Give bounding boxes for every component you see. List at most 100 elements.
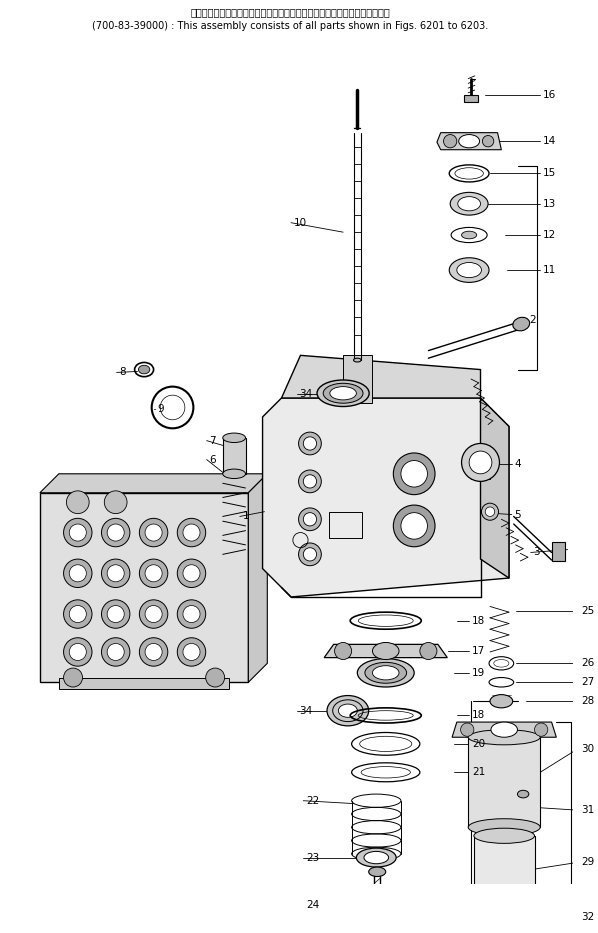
- Text: 18: 18: [472, 616, 485, 626]
- Polygon shape: [40, 474, 267, 493]
- Circle shape: [63, 600, 92, 628]
- Text: 17: 17: [472, 646, 485, 656]
- Ellipse shape: [327, 695, 369, 726]
- Circle shape: [145, 644, 162, 661]
- Ellipse shape: [365, 662, 407, 683]
- Text: 24: 24: [306, 900, 319, 910]
- Circle shape: [177, 559, 206, 588]
- Text: 20: 20: [472, 739, 485, 749]
- Text: 34: 34: [300, 389, 313, 399]
- Ellipse shape: [338, 704, 358, 717]
- Text: 26: 26: [581, 659, 594, 668]
- Circle shape: [183, 524, 200, 541]
- Circle shape: [63, 519, 92, 547]
- Circle shape: [481, 503, 499, 521]
- Ellipse shape: [323, 383, 363, 403]
- Bar: [223, 438, 246, 474]
- Ellipse shape: [450, 192, 488, 216]
- Text: 14: 14: [543, 136, 556, 146]
- Circle shape: [303, 437, 316, 450]
- Circle shape: [63, 638, 92, 666]
- Circle shape: [177, 519, 206, 547]
- Ellipse shape: [468, 730, 540, 745]
- Ellipse shape: [462, 231, 477, 239]
- Ellipse shape: [490, 694, 512, 708]
- Polygon shape: [248, 474, 267, 682]
- Ellipse shape: [373, 665, 399, 680]
- Text: 9: 9: [157, 404, 164, 414]
- Text: 18: 18: [472, 710, 485, 720]
- Circle shape: [177, 600, 206, 628]
- Text: 13: 13: [543, 199, 556, 209]
- Circle shape: [485, 507, 495, 517]
- Text: 16: 16: [543, 90, 556, 100]
- Text: 11: 11: [543, 265, 556, 275]
- Text: 23: 23: [306, 853, 319, 863]
- Circle shape: [460, 723, 474, 736]
- Text: 7: 7: [209, 436, 216, 446]
- Circle shape: [104, 491, 127, 513]
- Circle shape: [303, 475, 316, 488]
- Text: 3: 3: [533, 548, 540, 557]
- Ellipse shape: [474, 829, 535, 843]
- Circle shape: [334, 643, 352, 660]
- Text: 19: 19: [472, 668, 485, 677]
- Circle shape: [535, 723, 548, 736]
- Circle shape: [401, 461, 428, 487]
- Circle shape: [63, 559, 92, 588]
- Bar: [329, 511, 362, 538]
- Ellipse shape: [138, 366, 150, 374]
- Polygon shape: [437, 132, 501, 149]
- Circle shape: [66, 491, 89, 513]
- Circle shape: [177, 638, 206, 666]
- Circle shape: [102, 638, 130, 666]
- Circle shape: [183, 564, 200, 582]
- Circle shape: [69, 606, 86, 622]
- Text: 34: 34: [300, 705, 313, 716]
- Circle shape: [102, 559, 130, 588]
- Circle shape: [483, 135, 494, 146]
- Ellipse shape: [513, 317, 530, 331]
- Circle shape: [69, 644, 86, 661]
- Text: 27: 27: [581, 677, 594, 688]
- Circle shape: [303, 512, 316, 526]
- Circle shape: [298, 508, 321, 531]
- Ellipse shape: [491, 722, 517, 737]
- Circle shape: [107, 606, 124, 622]
- Circle shape: [393, 453, 435, 494]
- Circle shape: [139, 600, 168, 628]
- Circle shape: [107, 644, 124, 661]
- Text: 32: 32: [581, 912, 594, 923]
- Ellipse shape: [373, 643, 399, 660]
- Ellipse shape: [468, 819, 540, 836]
- Text: 8: 8: [120, 368, 126, 378]
- Ellipse shape: [449, 258, 489, 283]
- Polygon shape: [263, 398, 509, 597]
- Text: 28: 28: [581, 696, 594, 706]
- Circle shape: [102, 600, 130, 628]
- Ellipse shape: [457, 197, 481, 211]
- Bar: [468, 737, 540, 828]
- Circle shape: [63, 668, 83, 687]
- Text: (700-83-39000) : This assembly consists of all parts shown in Figs. 6201 to 6203: (700-83-39000) : This assembly consists …: [92, 21, 488, 31]
- Text: 25: 25: [581, 606, 594, 616]
- Ellipse shape: [517, 790, 529, 798]
- Text: 15: 15: [543, 169, 556, 178]
- Ellipse shape: [223, 469, 246, 479]
- Circle shape: [69, 524, 86, 541]
- Text: 6: 6: [209, 454, 216, 465]
- Text: 21: 21: [472, 767, 485, 777]
- Circle shape: [462, 443, 499, 481]
- Ellipse shape: [457, 262, 481, 278]
- Ellipse shape: [356, 848, 396, 867]
- Ellipse shape: [223, 433, 246, 442]
- Circle shape: [107, 524, 124, 541]
- Polygon shape: [282, 355, 481, 398]
- Text: 10: 10: [294, 217, 307, 228]
- Circle shape: [183, 606, 200, 622]
- Text: 12: 12: [543, 230, 556, 240]
- Circle shape: [139, 559, 168, 588]
- Text: 31: 31: [581, 805, 594, 815]
- Circle shape: [298, 432, 321, 455]
- Circle shape: [139, 638, 168, 666]
